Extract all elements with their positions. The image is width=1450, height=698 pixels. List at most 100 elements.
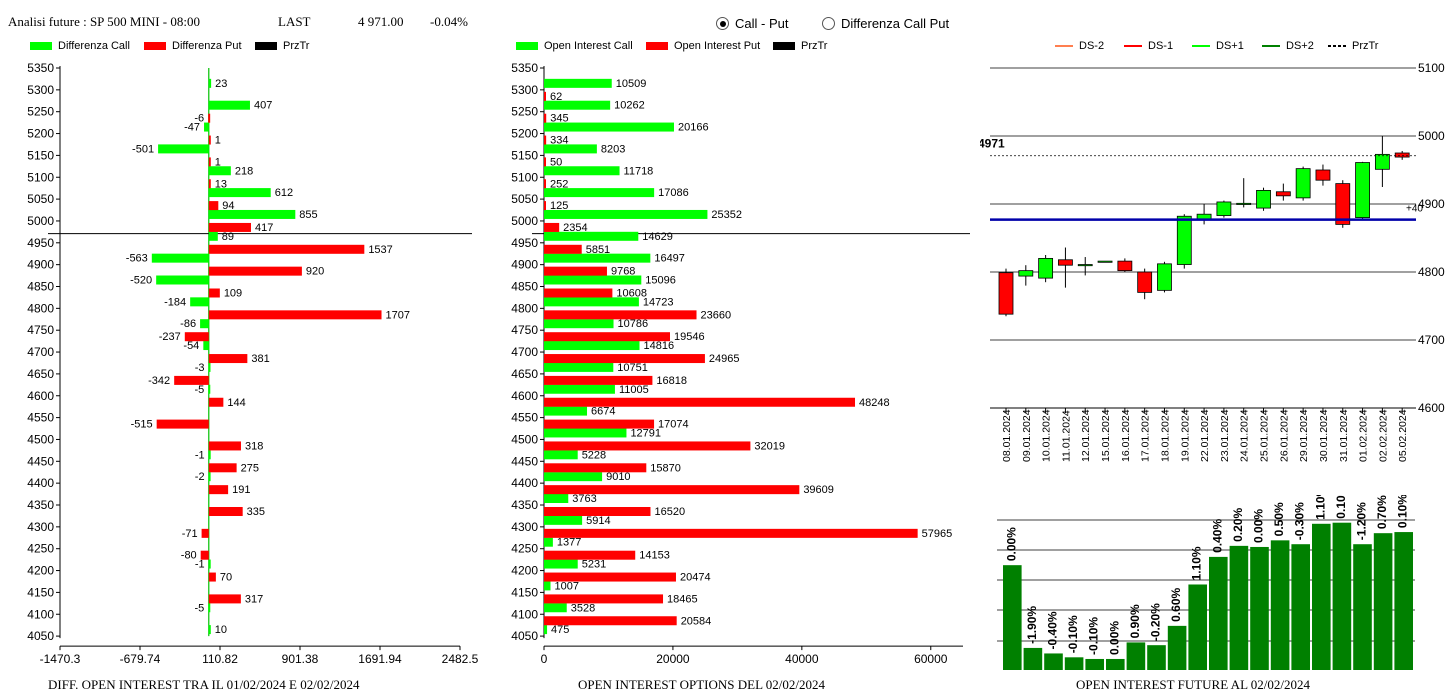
diff-put-bar [201, 528, 209, 538]
diff-y-tick-label: 4500 [27, 432, 54, 446]
candle-date-label: 12.01.2024 [1080, 409, 1092, 462]
oi-put-bar [544, 485, 800, 495]
oi-call-value-label: 6674 [591, 406, 615, 418]
oi-call-bar [544, 537, 553, 547]
candle-date-label: 05.02.2024 [1397, 409, 1409, 462]
diff-call-bar [158, 144, 209, 154]
oi-future-bar [1373, 533, 1393, 670]
oi-future-bar [1394, 532, 1413, 670]
diff-x-tick-label: -679.74 [120, 652, 161, 666]
oi-call-value-label: 5231 [582, 559, 606, 571]
radio-call-put-label: Call - Put [735, 16, 789, 31]
candle-date-label: 09.01.2024 [1021, 409, 1033, 462]
diff-put-value-label: 920 [306, 266, 324, 278]
diff-call-value-label: -3 [195, 362, 205, 374]
diff-y-tick-label: 4800 [27, 301, 54, 315]
diff-put-bar [208, 441, 241, 451]
oi-put-value-label: 19546 [674, 331, 705, 343]
diff-y-tick-label: 4250 [27, 542, 54, 556]
oi-put-value-label: 23660 [701, 309, 732, 321]
caption-future: OPEN INTEREST FUTURE AL 02/02/2024 [1076, 677, 1311, 692]
oi-future-bar [1147, 645, 1166, 670]
call-swatch [516, 42, 538, 50]
diff-y-tick-label: 4400 [27, 476, 54, 490]
legend2-prz-label: PrzTr [801, 40, 828, 52]
diff-put-value-label: -342 [148, 375, 170, 387]
oi-call-bar [544, 428, 627, 438]
legend3-ds-m2-label: DS-2 [1079, 40, 1105, 52]
candle-right-label: +40 [1406, 204, 1423, 215]
diff-put-bar [208, 594, 241, 604]
oi-x-tick-label: 0 [541, 652, 548, 666]
legend3-ds-m1-label: DS-1 [1148, 40, 1174, 52]
oi-call-value-label: 1377 [557, 537, 581, 549]
oi-future-pct-label: -0.10% [1087, 617, 1101, 655]
oi-call-value-label: 5914 [586, 515, 610, 527]
last-value: 4 971.00 [358, 14, 404, 29]
diff-y-tick-label: 5350 [27, 61, 54, 75]
radio-call-put[interactable]: Call - Put [716, 16, 788, 31]
diff-y-tick-label: 4300 [27, 520, 54, 534]
oi-call-bar [544, 450, 578, 460]
diff-call-bar [151, 253, 209, 263]
oi-y-tick-label: 4250 [511, 542, 538, 556]
oi-call-value-label: 5228 [582, 449, 606, 461]
candle-y-tick-label: 5000 [1418, 129, 1445, 143]
candle-body [998, 272, 1014, 315]
oi-future-bar [1167, 625, 1187, 670]
diff-put-bar [208, 572, 216, 582]
oi-put-bar [544, 441, 751, 451]
future-open-interest-chart: 0.00%-1.90% -0.40% -0.10% -0.10% 0.00% 0.90% -… [997, 495, 1415, 670]
oi-put-value-label: 252 [550, 178, 568, 190]
candle-body [1394, 152, 1410, 158]
oi-call-value-label: 11718 [624, 165, 654, 177]
oi-call-bar [544, 406, 588, 416]
oi-y-tick-label: 4500 [511, 432, 538, 446]
oi-call-bar [544, 515, 583, 525]
oi-future-bar [1023, 647, 1043, 670]
legend2-put: Open Interest Put [646, 40, 760, 52]
oi-future-pct-label: 0.00% [1107, 621, 1121, 655]
diff-put-value-label: 318 [245, 440, 263, 452]
oi-y-tick-label: 5000 [511, 214, 538, 228]
oi-future-pct-label: 0.50% [1272, 502, 1286, 536]
radio-diff-call-put[interactable]: Differenza Call Put [822, 16, 949, 31]
oi-call-bar [544, 581, 551, 591]
change-value: -0.04% [430, 14, 468, 29]
diff-y-tick-label: 4600 [27, 389, 54, 403]
oi-future-bar [1250, 546, 1269, 670]
diff-put-bar [208, 507, 243, 516]
diff-call-value-label: -2 [195, 471, 205, 483]
oi-put-bar [544, 550, 636, 560]
oi-call-bar [544, 472, 603, 482]
diff-call-bar [203, 341, 209, 351]
diff-call-value-label: 218 [235, 165, 253, 177]
oi-future-bar [1353, 544, 1372, 670]
ds-m2-swatch [1055, 45, 1073, 47]
oi-future-pct-label: -1.20% [1355, 502, 1369, 540]
diff-call-value-label: -563 [126, 253, 148, 265]
oi-call-bar [544, 231, 639, 241]
oi-call-bar [544, 494, 569, 503]
diff-put-bar [184, 332, 209, 342]
diff-put-value-label: 381 [251, 353, 269, 365]
oi-future-bar [1044, 653, 1063, 670]
oi-put-bar [544, 113, 547, 123]
diff-put-bar [208, 179, 211, 189]
put-swatch [646, 42, 668, 50]
oi-put-bar [544, 616, 677, 626]
oi-put-value-label: 48248 [859, 397, 890, 409]
diff-call-bar [204, 122, 209, 132]
oi-future-bar [1229, 545, 1249, 670]
diff-y-tick-label: 4700 [27, 345, 54, 359]
oi-call-bar [544, 166, 620, 176]
diff-y-tick-label: 4450 [27, 454, 54, 468]
caption-diff: DIFF. OPEN INTEREST TRA IL 01/02/2024 E … [48, 677, 360, 692]
ds-p2-swatch [1262, 45, 1280, 47]
oi-future-pct-label: 0.20% [1231, 508, 1245, 542]
oi-put-bar [544, 397, 856, 407]
ds-m1-swatch [1124, 45, 1142, 47]
diff-call-value-label: -501 [132, 143, 154, 155]
diff-put-value-label: 109 [224, 288, 242, 300]
oi-put-value-label: 24965 [709, 353, 740, 365]
